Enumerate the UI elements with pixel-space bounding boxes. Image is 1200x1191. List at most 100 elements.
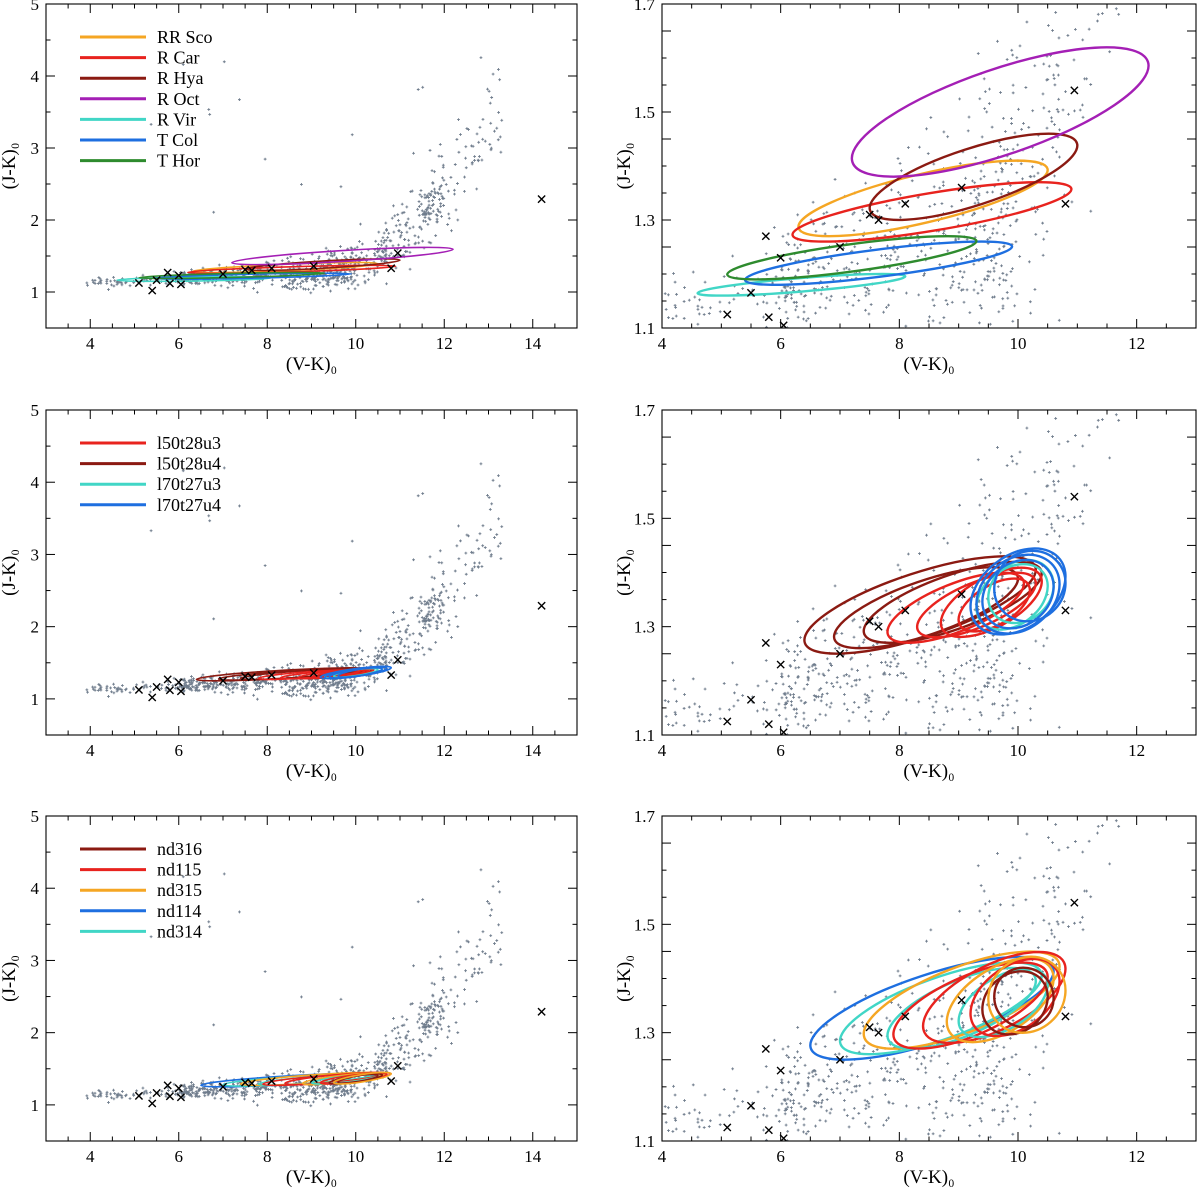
background-star (355, 1086, 359, 1090)
background-star (1041, 628, 1045, 632)
background-star (1011, 83, 1015, 87)
background-star (431, 1011, 434, 1015)
background-star (1055, 514, 1059, 518)
background-star (920, 656, 923, 660)
background-star (824, 1119, 828, 1123)
background-star (320, 679, 324, 682)
background-star (221, 1089, 225, 1093)
background-star (438, 1023, 442, 1027)
background-star (202, 685, 206, 689)
background-star (210, 677, 214, 681)
background-star (985, 110, 989, 114)
background-star (1045, 126, 1049, 130)
observed-star (267, 1076, 276, 1086)
panel-bottom-left: 4 6 8 10 12 1412345(V-K)₀(J-K)₀nd316nd115nd31… (0, 807, 578, 1188)
background-star (1015, 56, 1019, 60)
background-star (862, 212, 865, 215)
background-star (301, 664, 305, 668)
background-star (202, 1086, 206, 1090)
background-star (164, 688, 168, 692)
background-star (164, 281, 168, 285)
background-star (976, 458, 980, 462)
x-tick-label: 8 (263, 1147, 272, 1166)
background-star (234, 1087, 238, 1091)
background-star (932, 997, 936, 1001)
background-star (944, 705, 948, 709)
background-star (112, 1088, 115, 1092)
background-star (261, 685, 264, 689)
background-star (145, 685, 149, 689)
background-star (858, 678, 862, 682)
background-star (835, 676, 839, 679)
background-star (863, 285, 867, 289)
background-star (438, 185, 442, 189)
background-star (491, 884, 495, 888)
background-star (404, 250, 407, 253)
background-star (764, 659, 768, 662)
background-star (212, 1023, 216, 1027)
background-star (438, 142, 442, 146)
background-star (419, 1015, 423, 1019)
observed-star (247, 673, 256, 682)
background-star (1057, 73, 1060, 77)
background-star (107, 288, 110, 291)
observed-star (174, 1084, 183, 1093)
background-star (407, 645, 411, 649)
background-star (667, 316, 670, 320)
background-star (389, 1052, 393, 1056)
background-star (417, 1026, 421, 1030)
background-star (420, 195, 424, 199)
background-star (1005, 1103, 1009, 1107)
background-star (184, 1086, 188, 1090)
background-star (353, 694, 357, 698)
background-star (1005, 273, 1009, 277)
background-star (1000, 170, 1004, 174)
background-star (1014, 647, 1018, 650)
ellipse-l70t27u4 (337, 665, 392, 679)
background-star (957, 237, 961, 241)
background-star (845, 301, 849, 305)
background-star (774, 1114, 778, 1118)
background-star (231, 284, 235, 287)
background-star (992, 1069, 996, 1072)
observed-star (835, 649, 845, 658)
background-star (355, 680, 359, 684)
background-star (431, 209, 435, 213)
background-star (762, 722, 765, 726)
background-star (1005, 680, 1009, 684)
background-star (326, 1093, 329, 1097)
background-star (314, 279, 317, 283)
background-star (457, 557, 461, 561)
background-star (992, 266, 996, 270)
background-star (359, 222, 362, 226)
background-star (425, 208, 429, 212)
background-star (453, 975, 457, 979)
background-star (983, 277, 987, 281)
background-star (869, 653, 873, 656)
background-star (454, 1021, 458, 1024)
background-star (932, 711, 936, 714)
background-star (820, 692, 824, 696)
background-star (666, 700, 670, 704)
background-star (696, 711, 700, 715)
background-star (934, 700, 938, 704)
x-tick-label: 10 (1010, 334, 1027, 353)
background-star (823, 639, 827, 643)
background-star (426, 222, 430, 226)
background-star (418, 1038, 421, 1042)
observed-star (835, 242, 845, 252)
background-star (236, 1081, 240, 1085)
background-star (489, 960, 493, 964)
background-star (440, 215, 443, 218)
background-star (197, 1088, 201, 1092)
ticks (45, 3, 578, 329)
background-star (777, 713, 781, 717)
background-star (384, 221, 388, 225)
background-star (439, 611, 443, 615)
background-star (340, 281, 343, 285)
background-star (1011, 865, 1015, 869)
background-star (206, 684, 209, 688)
background-star (318, 281, 322, 285)
background-star (439, 204, 443, 208)
background-star (304, 287, 307, 291)
